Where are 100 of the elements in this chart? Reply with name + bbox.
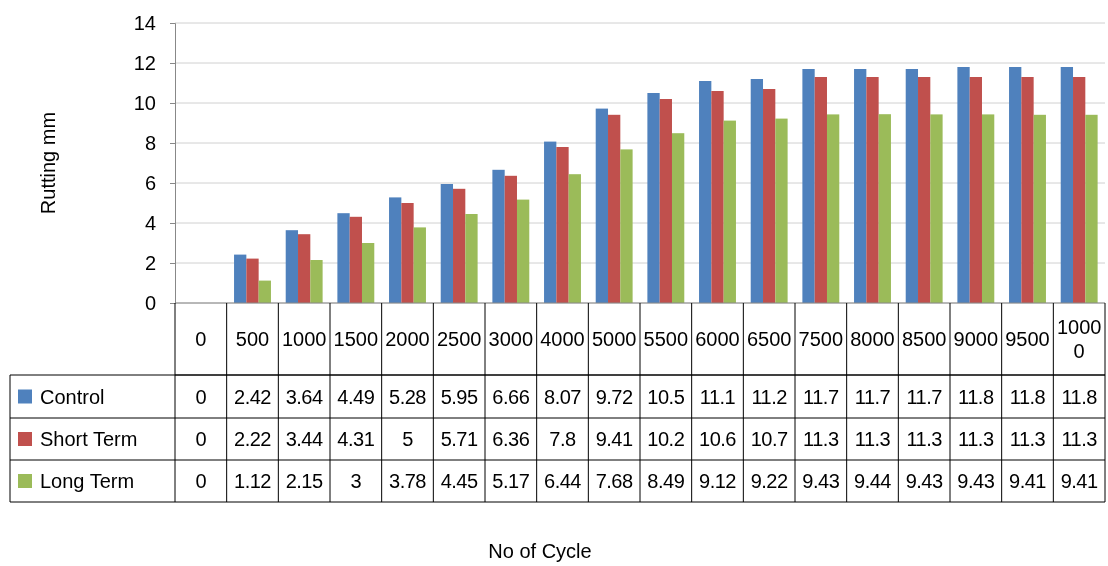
bar [1073,77,1086,303]
y-tick-label: 6 [144,171,156,194]
x-tick-label: 500 [235,328,270,350]
bar [699,81,712,303]
bar [349,216,362,303]
data-label: 9.41 [1009,470,1047,492]
y-tick-label: 10 [133,91,156,114]
data-label: 5.71 [440,428,478,450]
bar [763,89,776,303]
data-label: 11.1 [699,385,736,408]
bar [918,77,931,303]
bar [671,133,685,303]
data-label: 3.64 [285,385,323,408]
data-label: 2.22 [234,428,272,450]
legend-label: Short Term [40,428,138,450]
x-tick-label: 8500 [901,328,947,350]
data-label: 3.44 [285,428,323,450]
bar [361,243,375,303]
bar [285,230,299,303]
bar [568,174,581,303]
bar [711,91,724,303]
bar [465,214,478,303]
bar [957,67,970,303]
bar [1060,67,1074,303]
bar [930,114,943,303]
legend-label: Long Term [40,470,135,492]
data-label: 11.2 [751,385,788,408]
data-label: 11.3 [958,428,994,450]
data-label: 3 [350,470,362,492]
x-tick-label: 10000 [1056,316,1102,362]
bar [1009,67,1022,303]
y-tick-label: 14 [133,11,156,34]
data-label: 7.68 [595,470,633,492]
x-tick-label: 5500 [643,328,689,350]
data-label: 11.8 [958,385,994,408]
bar [775,118,788,303]
data-label: 0 [195,385,207,408]
data-label: 5.28 [389,385,427,408]
bar [504,175,517,303]
bar [659,99,672,303]
data-label: 2.42 [234,385,272,408]
x-tick-label: 9000 [953,328,999,350]
bar [750,79,764,303]
data-label: 8.49 [647,470,685,492]
bar [401,203,414,303]
data-label: 11.3 [906,428,943,450]
bar [544,141,557,303]
data-label: 11.3 [1061,428,1098,450]
bar [298,234,311,303]
bar [981,114,995,303]
data-label: 9.72 [595,385,633,408]
data-label: 11.7 [906,385,943,408]
bar [389,197,402,303]
legend-label: Control [40,385,105,408]
bar [258,280,271,303]
data-label: 10.5 [647,385,685,408]
y-tick-label: 0 [144,291,156,314]
x-tick-label: 0 [195,328,207,350]
bar [516,199,530,303]
y-tick-label: 4 [144,211,156,234]
data-label: 9.43 [802,470,840,492]
data-label: 0 [195,470,207,492]
data-label: 11.7 [803,385,839,408]
data-label: 10.2 [647,428,685,450]
data-label: 2.15 [285,470,323,492]
bar [595,108,609,303]
x-tick-label: 1500 [333,328,379,350]
bar [620,149,633,303]
bar [647,93,660,303]
data-label: 6.44 [544,470,582,492]
data-label: 11.8 [1009,385,1046,408]
data-label: 6.36 [492,428,530,450]
x-tick-label: 6000 [695,328,740,350]
data-label: 11.3 [1009,428,1046,450]
bar [826,114,840,303]
bar [866,77,879,303]
data-label: 7.8 [549,428,577,450]
bar [969,77,982,303]
data-label: 9.12 [699,470,737,492]
data-label: 11.7 [854,385,891,408]
data-label: 9.41 [595,428,633,450]
bar [234,254,247,303]
bar [453,188,466,303]
x-tick-label: 8000 [850,328,895,350]
y-axis-title: Rutting mm [37,111,59,215]
data-label: 5 [402,428,414,450]
data-label: 11.3 [803,428,839,450]
data-label: 9.43 [905,470,943,492]
y-tick-label: 8 [144,131,156,154]
bar [802,69,815,303]
data-label: 8.07 [544,385,582,408]
x-tick-label: 7500 [798,328,844,350]
data-label: 4.31 [337,428,375,450]
y-tick-label: 12 [133,51,156,74]
data-label: 5.95 [440,385,478,408]
bar [413,227,426,303]
data-label: 10.7 [750,428,788,450]
x-tick-label: 2500 [436,328,482,350]
data-label: 10.6 [699,428,737,450]
bar [1033,114,1046,303]
